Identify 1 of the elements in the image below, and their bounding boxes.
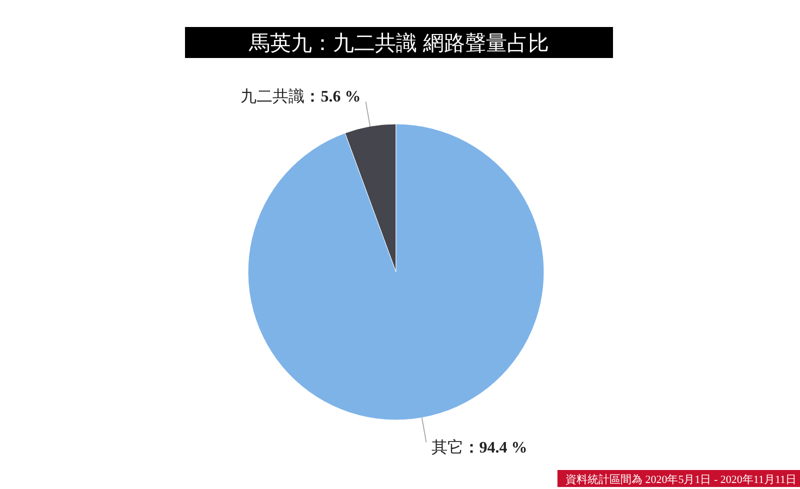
title: 馬英九：九二共識 網路聲量占比 xyxy=(249,32,549,55)
